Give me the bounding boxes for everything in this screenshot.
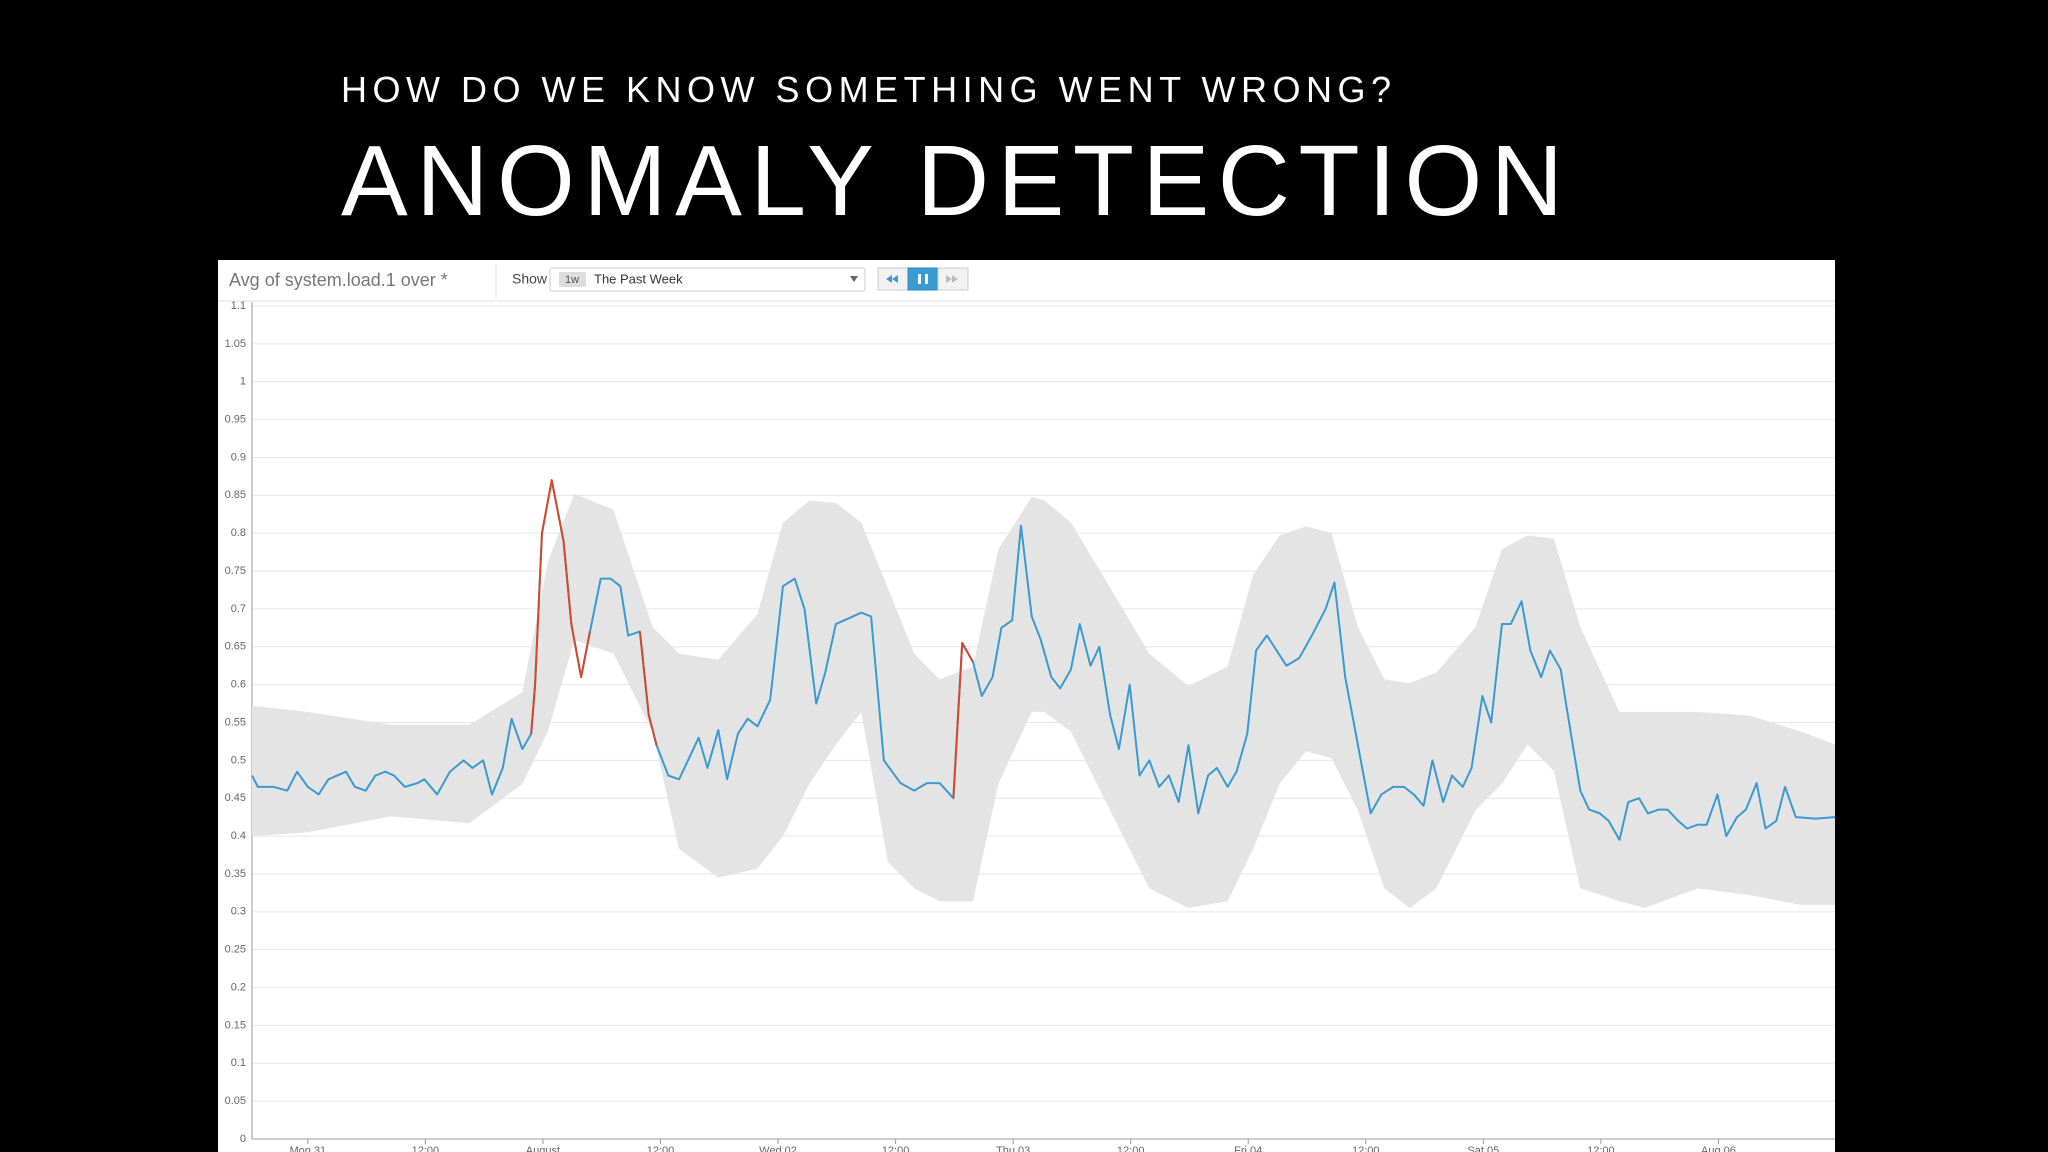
plot: 0 0.05 0.1 0.15 0.2 0.25 0.3 0.35 0.4 0.45 0.5 0.55…: [225, 300, 1836, 1152]
back-icon: [886, 275, 898, 283]
y-tick-label: 0.95: [225, 413, 246, 425]
range-dropdown[interactable]: [549, 267, 866, 292]
pause-button[interactable]: [907, 267, 939, 291]
anomaly-line: [530, 479, 974, 799]
y-tick-label: 0.55: [225, 716, 246, 728]
x-tick-label: 12:00: [647, 1145, 675, 1152]
x-tick-label: 12:00: [882, 1145, 910, 1152]
y-tick-label: 0.1: [231, 1057, 246, 1069]
y-tick-label: 0.85: [225, 489, 246, 501]
query-title[interactable]: Avg of system.load.1 over *: [229, 270, 448, 290]
forward-icon: [946, 275, 958, 283]
y-tick-label: 0.6: [231, 679, 246, 691]
expected-range-band: [252, 493, 1835, 909]
y-tick-label: 0.8: [231, 527, 246, 539]
x-tick-label: 12:00: [1352, 1145, 1380, 1152]
show-label: Show: [512, 271, 548, 287]
x-tick-label: Thu 03: [996, 1145, 1030, 1152]
y-tick-label: 0.05: [225, 1095, 246, 1107]
pause-icon: [918, 274, 928, 284]
y-tick-label: 1.1: [231, 300, 246, 312]
y-tick-label: 0.9: [231, 451, 246, 463]
x-tick-label: Mon 31: [289, 1145, 326, 1152]
x-tick-label: Wed 02: [759, 1145, 797, 1152]
y-tick-label: 1: [240, 376, 246, 388]
range-badge: 1w: [565, 274, 579, 286]
slide-title: ANOMALY DETECTION: [341, 125, 1563, 237]
x-tick-label: 12:00: [1117, 1145, 1145, 1152]
x-tick-label: Fri 04: [1234, 1145, 1262, 1152]
y-tick-label: 0.15: [225, 1019, 246, 1031]
y-tick-label: 1.05: [225, 338, 246, 350]
y-tick-label: 0.65: [225, 641, 246, 653]
range-badge-bg: [559, 272, 586, 287]
x-tick-label: Aug 06: [1701, 1145, 1736, 1152]
y-tick-label: 0.45: [225, 792, 246, 804]
y-tick-label: 0.7: [231, 603, 246, 615]
x-tick-label: August: [526, 1145, 560, 1152]
y-tick-label: 0.5: [231, 754, 246, 766]
x-tick-label: Sat 05: [1467, 1145, 1499, 1152]
y-tick-label: 0.4: [231, 830, 246, 842]
x-tick-label: 12:00: [412, 1145, 440, 1152]
range-text: The Past Week: [594, 271, 683, 286]
y-tick-label: 0.35: [225, 868, 246, 880]
slide-subtitle: HOW DO WE KNOW SOMETHING WENT WRONG?: [341, 69, 1391, 110]
y-tick-label: 0.75: [225, 565, 246, 577]
y-tick-label: 0.3: [231, 906, 246, 918]
x-tick-label: 12:00: [1587, 1145, 1615, 1152]
y-tick-label: 0.2: [231, 981, 246, 993]
y-tick-label: 0: [240, 1133, 246, 1145]
metric-line: [251, 479, 1836, 841]
dropdown-arrow: [850, 276, 858, 282]
y-tick-label: 0.25: [225, 944, 246, 956]
